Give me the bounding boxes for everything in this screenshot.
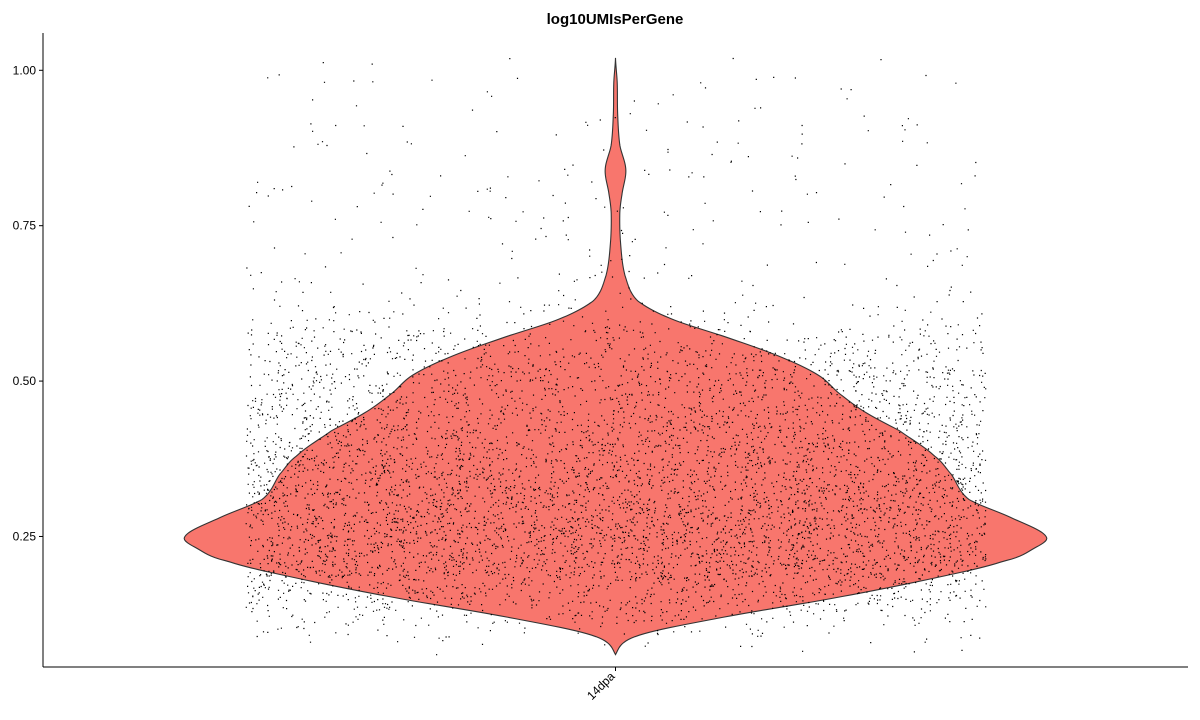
y-tick-label: 0.75 — [13, 219, 37, 233]
plot-area — [183, 57, 1048, 656]
y-tick-label: 1.00 — [13, 63, 37, 77]
y-tick-label: 0.25 — [13, 529, 37, 543]
chart-title: log10UMIsPerGene — [547, 11, 684, 28]
x-tick-label: 14dpa — [584, 669, 618, 703]
y-tick-label: 0.50 — [13, 374, 37, 388]
y-axis-ticks: 0.25 0.50 0.75 1.00 — [13, 63, 43, 543]
violin-shape — [183, 57, 1048, 656]
x-axis-ticks: 14dpa — [584, 667, 618, 703]
